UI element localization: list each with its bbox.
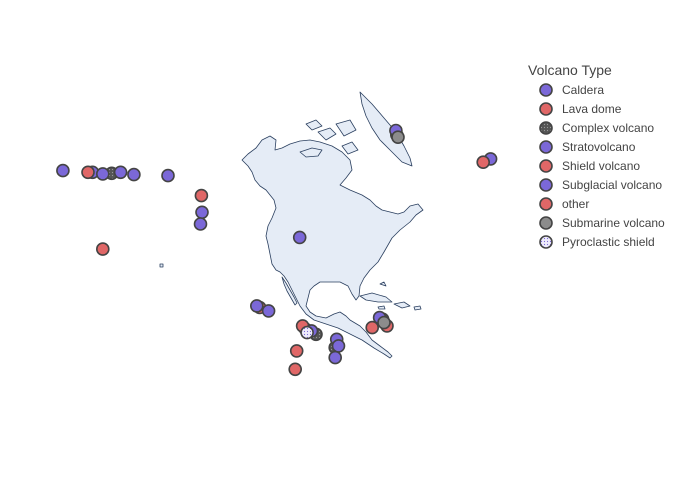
cuba-island <box>359 292 393 303</box>
jamaica-island <box>377 305 386 310</box>
legend-label: other <box>562 196 590 211</box>
legend-marker <box>539 120 553 135</box>
arctic-island <box>317 127 337 141</box>
legend-swatch <box>539 139 553 154</box>
legend-item-lava-dome[interactable]: Lava dome <box>528 99 700 118</box>
lava-dome-marker[interactable] <box>194 188 209 203</box>
legend-title: Volcano Type <box>528 62 612 78</box>
stratovolcano-marker[interactable] <box>249 299 264 313</box>
caldera-marker[interactable] <box>292 230 307 245</box>
other-marker[interactable] <box>96 242 110 256</box>
legend-item-caldera[interactable]: Caldera <box>528 80 700 99</box>
lava-dome-marker[interactable] <box>289 344 304 358</box>
legend-marker <box>539 196 553 211</box>
legend-marker <box>539 101 553 116</box>
baja-peninsula <box>281 276 298 306</box>
hispaniola-island <box>393 301 411 309</box>
legend-label: Stratovolcano <box>562 139 636 154</box>
legend-swatch <box>539 196 553 211</box>
legend-label: Pyroclastic shield <box>562 234 655 249</box>
shield-volcano-marker[interactable] <box>81 165 95 180</box>
stratovolcano-marker[interactable] <box>96 167 110 181</box>
stratovolcano-marker[interactable] <box>56 163 70 178</box>
legend-label: Lava dome <box>562 101 622 116</box>
legend-swatch <box>539 215 553 230</box>
legend-swatch <box>539 82 553 97</box>
lava-dome-marker[interactable] <box>365 320 380 335</box>
other-marker[interactable] <box>288 362 303 377</box>
arctic-island <box>341 141 359 155</box>
markers[interactable] <box>56 123 498 377</box>
pyroclastic-shield-marker[interactable] <box>300 325 314 340</box>
caldera-marker[interactable] <box>195 205 209 220</box>
hawaii-island <box>159 263 164 268</box>
legend-label: Caldera <box>562 82 605 97</box>
stratovolcano-marker[interactable] <box>261 304 276 318</box>
legend-swatch <box>539 101 553 116</box>
legend-label: Shield volcano <box>562 158 641 173</box>
greenland-landmass <box>359 91 413 167</box>
legend-marker <box>539 177 553 192</box>
north-america-landmass <box>241 135 424 359</box>
base-map <box>159 91 424 359</box>
legend-swatch <box>539 158 553 173</box>
arctic-island <box>335 119 357 137</box>
legend-item-other[interactable]: other <box>528 194 700 213</box>
legend-label: Complex volcano <box>562 120 655 135</box>
legend-swatch <box>539 234 553 249</box>
legend-label: Submarine volcano <box>562 215 665 230</box>
legend-item-pyroclastic-shield[interactable]: Pyroclastic shield <box>528 232 700 251</box>
legend-marker <box>539 82 553 97</box>
stratovolcano-marker[interactable] <box>113 165 128 180</box>
caldera-marker[interactable] <box>127 167 141 182</box>
legend-item-subglacial-volcano[interactable]: Subglacial volcano <box>528 175 700 194</box>
legend-marker <box>539 139 553 154</box>
legend: Volcano Type Caldera Lava dome Complex vol… <box>528 62 700 251</box>
stratovolcano-marker[interactable] <box>161 168 175 183</box>
shield-volcano-marker[interactable] <box>476 155 491 169</box>
arctic-island <box>299 147 323 158</box>
legend-item-stratovolcano[interactable]: Stratovolcano <box>528 137 700 156</box>
legend-label: Subglacial volcano <box>562 177 663 192</box>
arctic-island <box>305 119 323 131</box>
submarine-volcano-marker[interactable] <box>377 315 391 330</box>
legend-item-shield-volcano[interactable]: Shield volcano <box>528 156 700 175</box>
legend-marker <box>539 215 553 230</box>
puerto-rico-island <box>413 305 422 311</box>
stratovolcano-marker[interactable] <box>193 217 208 231</box>
bahamas-island <box>379 281 387 287</box>
legend-item-complex-volcano[interactable]: Complex volcano <box>528 118 700 137</box>
legend-marker <box>539 158 553 173</box>
legend-item-submarine-volcano[interactable]: Submarine volcano <box>528 213 700 232</box>
legend-swatch <box>539 177 553 192</box>
legend-swatch <box>539 120 553 135</box>
stratovolcano-marker[interactable] <box>331 339 346 353</box>
stratovolcano-marker[interactable] <box>328 350 343 365</box>
legend-marker <box>539 234 553 249</box>
submarine-volcano-marker[interactable] <box>391 130 405 144</box>
